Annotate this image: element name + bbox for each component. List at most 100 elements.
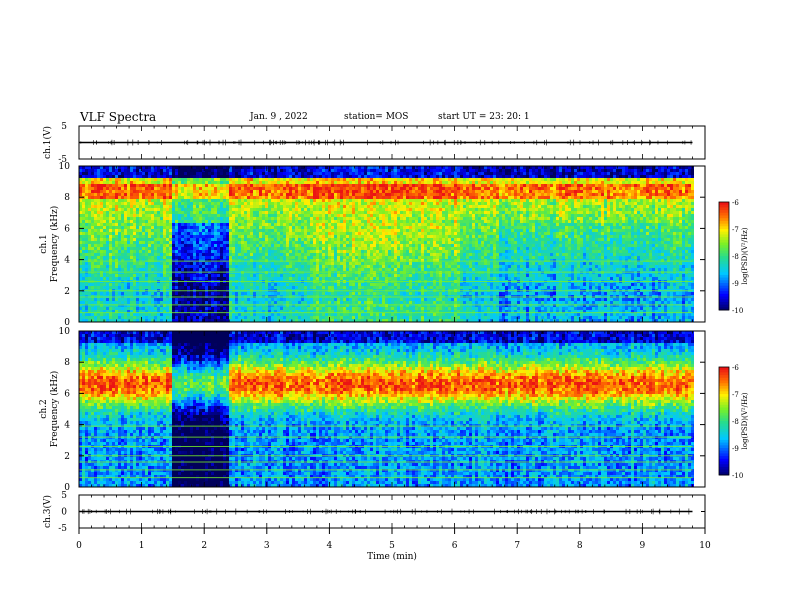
ch1-spectrogram-panel-colorbar-cell <box>719 253 729 257</box>
ch1-spectrogram-panel-colorbar-cell <box>719 256 729 260</box>
ch2-spectrogram-panel-colorbar-tick: -8 <box>732 418 739 426</box>
ch2-spectrogram-panel: 0 2 4 6 8 10 ch.2 Frequency (kHz) -6 -7 -8 -9 -10 log… <box>39 327 749 493</box>
ch2-spectrogram-panel-colorbar-cell <box>719 426 729 430</box>
ch2-spectrogram-panel-colorbar-cell <box>719 437 729 441</box>
ch2-spectrogram-panel-colorbar-cell <box>719 431 729 435</box>
ch2-spectrogram-panel-colorbar-cell <box>719 391 729 395</box>
ch2-spectrogram-panel-colorbar-cell <box>719 472 729 476</box>
ch2-spectrogram-panel-colorbar-cell <box>719 375 729 379</box>
ch2-spectrogram-panel-colorbar-tick: -7 <box>732 391 739 399</box>
ch1-spectrogram-panel-colorbar-cell <box>719 291 729 295</box>
x-tick-label: 10 <box>699 541 711 551</box>
ch1-spectrogram-panel-ytick-label: 0 <box>64 318 70 328</box>
x-axis-label: Time (min) <box>367 551 417 562</box>
ch1-spectrogram-panel-colorbar-cell <box>719 304 729 308</box>
ch1-spectrogram-panel-colorbar-cell <box>719 293 729 297</box>
ch2-spectrogram-panel-colorbar-cell <box>719 399 729 403</box>
ch2-spectrogram-panel-colorbar-label: log(PSD)(V²/Hz) <box>741 392 749 449</box>
ch2-spectrogram-panel-colorbar-cell <box>719 415 729 419</box>
ch1-waveform-panel-ytick-label: -5 <box>58 155 67 165</box>
ch1-spectrogram-panel-colorbar-cell <box>719 218 729 222</box>
ch2-spectrogram-panel-colorbar-cell <box>719 469 729 473</box>
station-label: station= MOS <box>344 112 408 122</box>
ch3-waveform-panel-ytick-label: -5 <box>58 524 67 534</box>
ch2-spectrogram-panel-colorbar-cell <box>719 429 729 433</box>
ch2-spectrogram-panel-colorbar-cell <box>719 461 729 465</box>
x-tick-label: 8 <box>577 541 583 551</box>
ch1-spectrogram-panel-colorbar-tick: -9 <box>732 280 739 288</box>
ch2-spectrogram-panel-ytick-label: 10 <box>59 327 71 337</box>
ch1-spectrogram-panel-colorbar-cell <box>719 274 729 279</box>
ch2-spectrogram-panel-colorbar-cell <box>719 407 729 411</box>
ch3-waveform-panel-ylabel: ch.3(V) <box>42 495 53 528</box>
ch2-spectrogram-panel-ytick-label: 2 <box>64 452 70 462</box>
ch1-spectrogram-panel-ytick-label: 2 <box>64 287 70 297</box>
ch1-spectrogram-panel-colorbar-frame <box>718 201 730 311</box>
ch2-spectrogram-panel-ylabel: Frequency (kHz) <box>49 371 60 448</box>
x-tick-label: 4 <box>327 541 333 551</box>
ch1-spectrogram-panel-colorbar-cell <box>719 285 729 289</box>
ch1-spectrogram-panel-colorbar-cell <box>719 280 729 284</box>
ch2-spectrogram-panel-ytick-label: 0 <box>64 483 70 493</box>
ch1-spectrogram-panel-colorbar-cell <box>719 202 729 206</box>
ch2-spectrogram-panel-colorbar-cell <box>719 464 729 468</box>
ch2-spectrogram-panel-colorbar-cell <box>719 458 729 462</box>
ch1-spectrogram-panel-ytick-label: 10 <box>59 162 71 172</box>
ch2-spectrogram-panel-colorbar-cell <box>719 453 729 457</box>
ch2-spectrogram-panel-colorbar-cell <box>719 394 729 398</box>
ch2-spectrogram-panel-colorbar-cell <box>719 466 729 471</box>
ch2-spectrogram-panel-colorbar-cell <box>719 388 729 392</box>
ch1-spectrogram-panel-ytick-label: 8 <box>64 193 70 203</box>
ch1-spectrogram-panel-ytick-label: 6 <box>64 224 70 234</box>
ch2-spectrogram-panel-colorbar-cell <box>719 369 729 373</box>
ch2-spectrogram-panel-colorbar-frame <box>718 366 730 476</box>
ch1-spectrogram-panel: 0 2 4 6 8 10 ch.1 Frequency (kHz) -6 -7 -8 -9 -10 log… <box>39 162 749 328</box>
ch1-spectrogram-panel-ylabel: Frequency (kHz) <box>49 206 60 283</box>
ch3-waveform-panel-ytick-label: 0 <box>61 508 67 518</box>
ch1-spectrogram-panel-colorbar-cell <box>719 269 729 273</box>
ch2-spectrogram-panel-colorbar-cell <box>719 421 729 425</box>
ch1-spectrogram-panel-colorbar-cell <box>719 264 729 268</box>
ch1-spectrogram-panel-colorbar-cell <box>719 283 729 287</box>
ch1-spectrogram-panel-colorbar-cell <box>719 272 729 276</box>
ch1-spectrogram-panel-colorbar-cell <box>719 229 729 233</box>
ch2-spectrogram-panel-colorbar-cell <box>719 410 729 414</box>
x-tick-label: 2 <box>201 541 207 551</box>
ch1-spectrogram-panel-colorbar-label: log(PSD)(V²/Hz) <box>741 227 749 284</box>
ch1-spectrogram-panel-colorbar-cell <box>719 234 729 238</box>
ch1-spectrogram-panel-colorbar-cell <box>719 296 729 300</box>
ch1-waveform-panel: 5 -5 ch.1(V) <box>42 122 706 165</box>
ch3-waveform-panel: 5 0 -5 ch.3(V) <box>42 491 706 534</box>
ch2-spectrogram-panel-colorbar-cell <box>719 456 729 460</box>
x-tick-label: 5 <box>389 541 395 551</box>
ch1-spectrogram-panel-colorbar-cell <box>719 242 729 246</box>
ch1-spectrogram-panel-colorbar-cell <box>719 250 729 254</box>
figure-title: VLF Spectra <box>80 110 156 124</box>
ch1-spectrogram-panel-colorbar-cell <box>719 261 729 265</box>
ch1-spectrogram-panel-colorbar-cell <box>719 239 729 243</box>
x-tick-label: 9 <box>640 541 646 551</box>
ch2-spectrogram-panel-ytick-label: 4 <box>64 421 70 431</box>
start-time-label: start UT = 23: 20: 1 <box>438 112 530 122</box>
ch1-spectrogram-panel-colorbar-cell <box>719 258 729 262</box>
x-tick-label: 1 <box>139 541 145 551</box>
ch1-waveform-panel-ylabel: ch.1(V) <box>42 126 53 159</box>
ch1-spectrogram-panel-ytick-label: 4 <box>64 256 70 266</box>
ch1-spectrogram-panel-colorbar-cell <box>719 212 729 216</box>
ch2-spectrogram-panel-colorbar-cell <box>719 404 729 408</box>
ch1-spectrogram-panel-colorbar-cell <box>719 266 729 270</box>
ch2-spectrogram-panel-colorbar-cell <box>719 385 729 390</box>
ch1-spectrogram-panel-colorbar-cell <box>719 301 729 306</box>
ch2-spectrogram-panel-colorbar-cell <box>719 372 729 376</box>
ch1-spectrogram-panel-colorbar-cell <box>719 231 729 235</box>
ch2-spectrogram-panel-colorbar-cell <box>719 439 729 444</box>
ch1-spectrogram-panel-colorbar-cell <box>719 223 729 227</box>
ch2-spectrogram-panel-colorbar-cell <box>719 423 729 427</box>
ch1-spectrogram-panel-colorbar-cell <box>719 237 729 241</box>
ch2-spectrogram-panel-colorbar-cell <box>719 377 729 381</box>
ch2-spectrogram-panel-colorbar-cell <box>719 402 729 406</box>
ch2-spectrogram-panel-colorbar-cell <box>719 396 729 400</box>
ch1-spectrogram-panel-colorbar-tick: -6 <box>732 199 739 207</box>
ch1-waveform-panel-ytick-label: 5 <box>61 122 67 132</box>
ch1-spectrogram-panel-colorbar-cell <box>719 307 729 311</box>
